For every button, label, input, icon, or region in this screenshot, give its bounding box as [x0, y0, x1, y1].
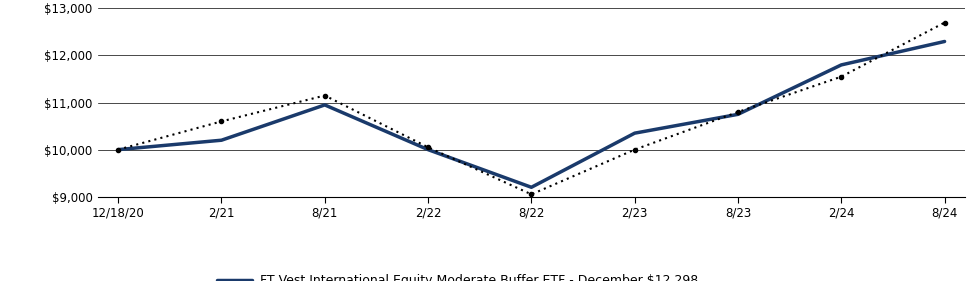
MSCI EAFE Index $12,699	[215, 120, 227, 123]
MSCI EAFE Index $12,699	[112, 148, 124, 151]
FT Vest International Equity Moderate Buffer ETF - December $12,298	[319, 103, 331, 106]
MSCI EAFE Index $12,699	[526, 193, 537, 196]
MSCI EAFE Index $12,699	[836, 75, 847, 78]
Legend: FT Vest International Equity Moderate Buffer ETF - December $12,298, MSCI EAFE I: FT Vest International Equity Moderate Bu…	[216, 275, 698, 281]
MSCI EAFE Index $12,699	[629, 148, 641, 151]
FT Vest International Equity Moderate Buffer ETF - December $12,298	[629, 132, 641, 135]
FT Vest International Equity Moderate Buffer ETF - December $12,298	[526, 185, 537, 189]
FT Vest International Equity Moderate Buffer ETF - December $12,298	[215, 139, 227, 142]
FT Vest International Equity Moderate Buffer ETF - December $12,298	[732, 113, 744, 116]
FT Vest International Equity Moderate Buffer ETF - December $12,298	[112, 148, 124, 151]
FT Vest International Equity Moderate Buffer ETF - December $12,298	[836, 63, 847, 67]
FT Vest International Equity Moderate Buffer ETF - December $12,298	[422, 148, 434, 151]
MSCI EAFE Index $12,699	[939, 21, 951, 24]
FT Vest International Equity Moderate Buffer ETF - December $12,298	[939, 40, 951, 43]
Line: FT Vest International Equity Moderate Buffer ETF - December $12,298: FT Vest International Equity Moderate Bu…	[118, 42, 945, 187]
MSCI EAFE Index $12,699	[732, 110, 744, 114]
MSCI EAFE Index $12,699	[319, 94, 331, 97]
MSCI EAFE Index $12,699	[422, 146, 434, 149]
Line: MSCI EAFE Index $12,699: MSCI EAFE Index $12,699	[116, 21, 947, 196]
